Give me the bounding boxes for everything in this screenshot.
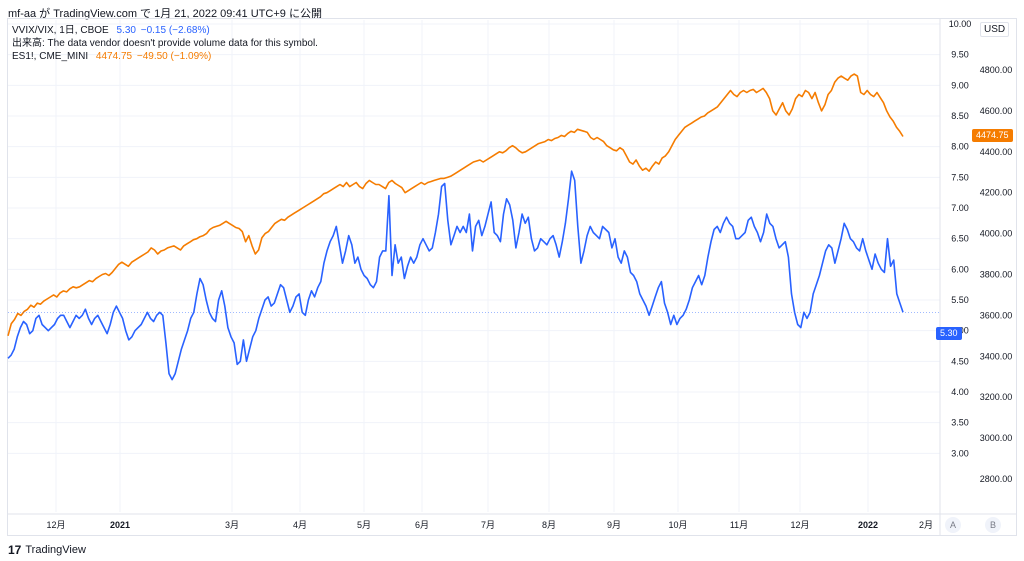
x-tick-label: 12月 — [46, 520, 65, 530]
x-tick-label: 3月 — [225, 520, 239, 530]
x-tick-label: 5月 — [357, 520, 371, 530]
ratio-tick-label: 4.50 — [951, 356, 969, 366]
tradingview-logo-icon: 17 — [8, 543, 22, 557]
tradingview-brand[interactable]: 17 TradingView — [8, 543, 86, 557]
price-tick-label: 4600.00 — [980, 106, 1013, 116]
currency-label[interactable]: USD — [980, 22, 1010, 37]
price-tick-label: 3600.00 — [980, 310, 1013, 320]
chart-legend: VVIX/VIX, 1日, CBOE 5.30 −0.15 (−2.68%) 出… — [12, 24, 318, 63]
legend-es-change: −49.50 (−1.09%) — [136, 51, 212, 62]
legend-es-symbol: ES1!, CME_MINI — [12, 51, 89, 62]
legend-vvix-change: −0.15 (−2.68%) — [140, 25, 210, 36]
x-tick-label: 10月 — [668, 520, 687, 530]
chart-frame — [7, 18, 1017, 536]
price-tick-label: 3400.00 — [980, 351, 1013, 361]
ratio-tick-label: 7.00 — [951, 203, 969, 213]
price-tick-label: 4800.00 — [980, 65, 1013, 75]
ratio-tick-label: 8.00 — [951, 142, 969, 152]
vvix-series-line — [7, 170, 904, 381]
price-tick-label: 4200.00 — [980, 188, 1013, 198]
x-tick-label: 11月 — [730, 520, 748, 530]
ratio-tick-label: 9.00 — [951, 80, 969, 90]
ratio-tick-label: 3.00 — [951, 448, 969, 458]
price-tick-label: 4000.00 — [980, 229, 1013, 239]
price-tick-label: 2800.00 — [980, 474, 1013, 484]
x-tick-label: 12月 — [790, 520, 809, 530]
publish-header: mf-aa が TradingView.com で 1月 21, 2022 09… — [8, 8, 322, 20]
legend-volume-note: 出来高: The data vendor doesn't provide vol… — [12, 38, 318, 49]
x-tick-label: 9月 — [607, 520, 621, 530]
x-tick-label: 8月 — [542, 520, 556, 530]
ratio-tick-label: 6.00 — [951, 264, 969, 274]
ratio-tick-label: 8.50 — [951, 111, 969, 121]
price-tick-label: 3200.00 — [980, 392, 1013, 402]
x-tick-label: 4月 — [293, 520, 307, 530]
ratio-tick-label: 10.00 — [949, 19, 972, 29]
legend-vvix-symbol: VVIX/VIX, 1日, CBOE — [12, 25, 109, 36]
x-tick-label: 7月 — [481, 520, 495, 530]
legend-es-value: 4474.75 — [95, 51, 133, 62]
x-tick-label: 2月 — [919, 520, 933, 530]
legend-vvix-value: 5.30 — [116, 25, 136, 36]
ratio-tick-label: 6.50 — [951, 234, 969, 244]
legend-row-vvix[interactable]: VVIX/VIX, 1日, CBOE 5.30 −0.15 (−2.68%) — [12, 24, 318, 37]
x-tick-label: 6月 — [415, 520, 429, 530]
ratio-tick-label: 4.00 — [951, 387, 969, 397]
ratio-tick-label: 3.50 — [951, 418, 969, 428]
es-series-line — [7, 73, 904, 337]
price-tick-label: 4400.00 — [980, 147, 1013, 157]
ratio-tick-label: 7.50 — [951, 172, 969, 182]
brand-name: TradingView — [25, 544, 86, 556]
price-tick-label: 3000.00 — [980, 433, 1013, 443]
auto-scale-button[interactable]: A — [945, 517, 961, 533]
vvix-last-price-badge: 5.30 — [936, 327, 962, 340]
legend-row-es[interactable]: ES1!, CME_MINI 4474.75 −49.50 (−1.09%) — [12, 50, 318, 63]
price-tick-label: 3800.00 — [980, 270, 1013, 280]
x-tick-label: 2021 — [110, 520, 130, 530]
ratio-tick-label: 5.50 — [951, 295, 969, 305]
x-tick-label: 2022 — [858, 520, 878, 530]
log-scale-button[interactable]: B — [985, 517, 1001, 533]
es-last-price-badge: 4474.75 — [972, 129, 1013, 142]
ratio-tick-label: 9.50 — [951, 50, 969, 60]
